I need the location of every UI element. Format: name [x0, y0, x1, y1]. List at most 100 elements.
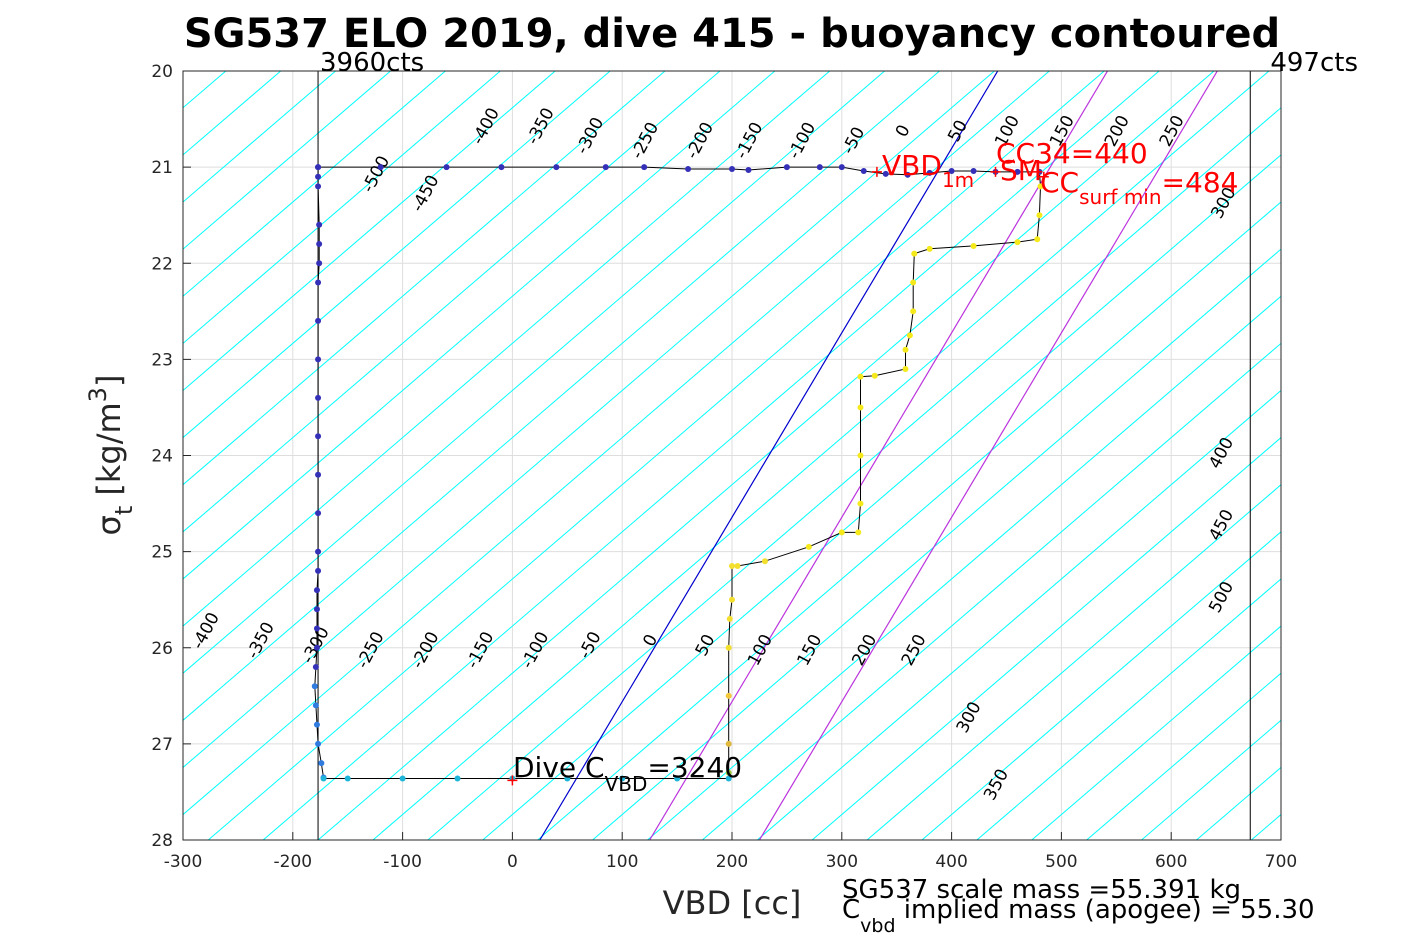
data-point-descent [312, 663, 319, 670]
data-point-descent [316, 221, 323, 228]
data-point-bottom [725, 775, 732, 782]
data-point-bottom [344, 775, 351, 782]
data-point-ascent [871, 372, 878, 379]
series-line-surface [318, 166, 1040, 176]
vbd-1m-main: VBD [882, 149, 942, 182]
data-point-ascent [910, 308, 917, 315]
data-point-surface [377, 164, 384, 171]
data-point-ascent [926, 245, 933, 252]
data-point-bottom [564, 775, 571, 782]
y-label-bracket: ] [90, 375, 128, 387]
contour-line [183, 71, 721, 533]
data-point-descent [315, 510, 322, 517]
data-point-descent [318, 760, 325, 767]
data-point-surface [882, 170, 889, 177]
cc34-annotation: CC34=440 [996, 137, 1148, 170]
contour-line [1306, 71, 1417, 840]
y-tick-label: 20 [151, 62, 173, 82]
data-point-descent [313, 721, 320, 728]
y-tick-label: 25 [151, 543, 173, 563]
y-axis-label: σt [kg/m3] [84, 375, 138, 536]
data-point-surface [1014, 168, 1021, 175]
contour-line [0, 71, 171, 840]
data-point-descent [315, 279, 322, 286]
contour-line [1031, 625, 1281, 840]
contour-line [183, 71, 446, 297]
data-point-bottom [619, 775, 626, 782]
data-point-descent [315, 394, 322, 401]
y-tick-label: 28 [151, 831, 173, 851]
cc-surf-value: =484 [1162, 166, 1239, 199]
svg-text:σt [kg/m3]: σt [kg/m3] [84, 375, 138, 536]
x-tick-label: -300 [164, 852, 203, 872]
data-point-descent [313, 625, 320, 632]
dive-cvbd-annotation: Dive CVBD=3240 [513, 751, 742, 796]
scale-mass-text: SG537 scale mass =55.391 kg [842, 875, 1241, 905]
contour-line [537, 201, 1281, 840]
data-point-surface [816, 164, 823, 171]
y-tick-label: 27 [151, 735, 173, 755]
vbd-1m-sub: 1m [942, 168, 974, 192]
data-point-surface [729, 166, 735, 173]
implied-mass-c: C [842, 895, 860, 925]
data-series [311, 164, 1044, 782]
annotation-marker [990, 166, 1001, 177]
data-point-descent [315, 183, 322, 190]
contour-line [183, 71, 995, 769]
data-point-ascent [902, 346, 909, 353]
data-point-descent [313, 587, 320, 594]
contour-line [317, 71, 1215, 840]
contour-line [592, 248, 1281, 840]
y-label-superscript: 3 [84, 387, 112, 402]
x-axis-label: VBD [cc] [663, 884, 802, 922]
data-point-surface [641, 164, 648, 171]
data-point-descent [315, 317, 322, 324]
implied-mass-rest: implied mass (apogee) = 55.30 [896, 895, 1315, 925]
contour-line [183, 71, 940, 721]
data-point-surface [926, 169, 933, 176]
vbd-1m-annotation: VBD1m [882, 149, 974, 192]
x-ticks: -300 -200 -100 0 100 200 300 400 500 600 700 [164, 832, 1297, 872]
data-point-surface [970, 167, 977, 174]
series-line-descent [314, 167, 324, 778]
data-point-surface [745, 167, 752, 174]
data-point-descent [316, 241, 323, 248]
data-point-surface [860, 167, 867, 174]
data-point-ascent [857, 452, 864, 459]
cc34-value: 34=440 [1035, 137, 1148, 170]
contour-line [183, 71, 501, 345]
data-point-descent [315, 173, 322, 180]
contour-line [183, 71, 611, 439]
implied-mass-text: Cvbd implied mass (apogee) = 55.30 [842, 895, 1315, 937]
contour-line [482, 154, 1281, 840]
x-tick-label: -100 [383, 852, 422, 872]
data-point-ascent [1014, 239, 1021, 246]
counts-label-left: 3960cts [320, 48, 424, 78]
contour-line [183, 71, 831, 627]
data-point-ascent [725, 692, 732, 699]
contour-line [183, 71, 391, 250]
data-point-descent [313, 644, 320, 651]
x-tick-label: 600 [1155, 852, 1187, 872]
contour-line [0, 71, 6, 840]
data-point-descent [315, 433, 322, 440]
buoyancy-contours [0, 71, 1417, 840]
data-point-ascent [1034, 236, 1041, 243]
data-point-ascent [761, 558, 768, 565]
data-point-surface [602, 164, 609, 171]
contour-line [811, 436, 1281, 840]
cc-surf-sub: surf min [1079, 185, 1161, 209]
data-point-descent [315, 548, 322, 555]
dive-cvbd-sub: VBD [605, 772, 648, 796]
x-tick-label: 200 [716, 852, 748, 872]
neutral-buoyancy-line [539, 71, 999, 840]
data-point-surface [783, 164, 790, 171]
data-point-ascent [857, 373, 864, 380]
data-point-bottom [399, 775, 406, 782]
contour-line [1361, 71, 1417, 840]
contour-line [207, 71, 1105, 840]
x-tick-label: 100 [606, 852, 638, 872]
data-point-surface [443, 164, 450, 171]
data-point-surface [553, 164, 560, 171]
data-point-descent [315, 740, 322, 747]
